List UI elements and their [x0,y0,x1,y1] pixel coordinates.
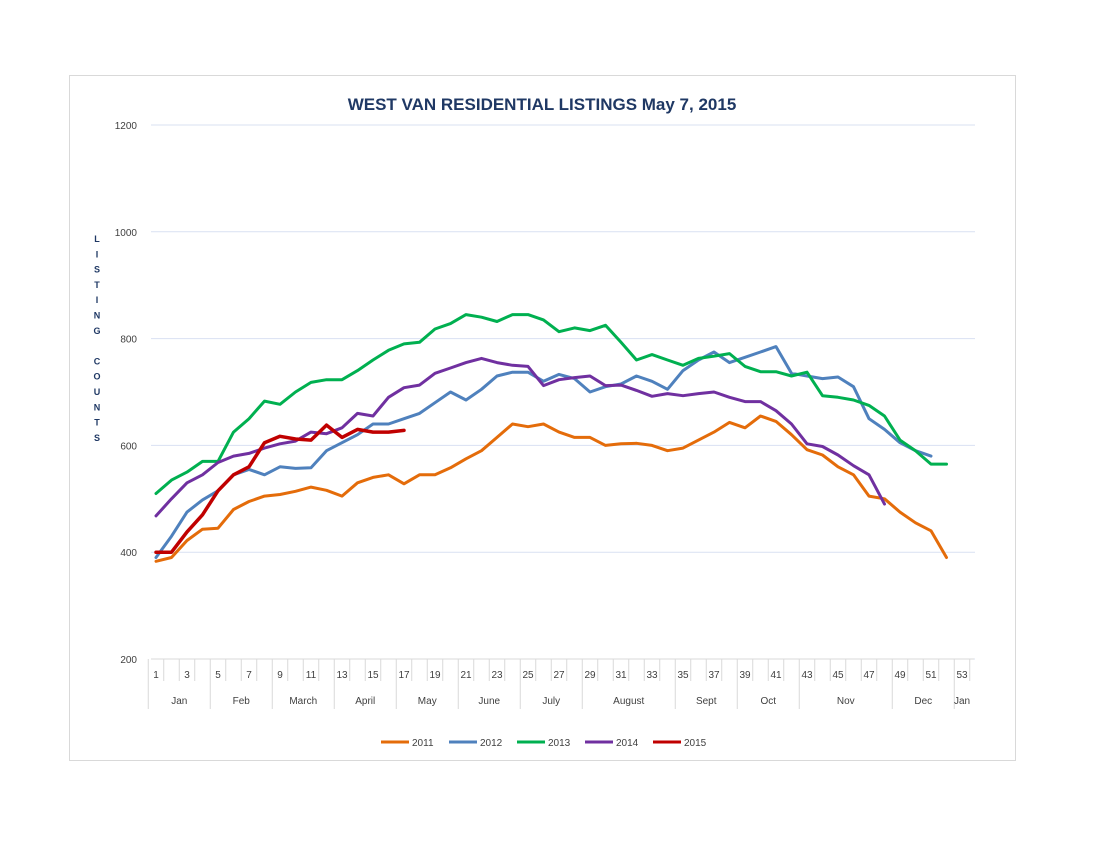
y-axis-label-letter: C [94,356,101,366]
series-line-2014 [154,356,886,518]
y-axis-label-letter: L [94,234,100,244]
x-axis: 1 3 5 7 9 11 13 15 17 19 21 23 25 27 29 31 33 35 37 39 41 43 4… [147,658,974,709]
x-tick-label: 13 [336,670,348,681]
x-tick-label: 23 [491,670,503,681]
x-tick-label: 37 [708,670,720,681]
y-tick-label: 800 [120,335,137,346]
month-label: Jan [171,696,187,707]
x-tick-label: 45 [832,670,844,681]
x-tick-label: 51 [925,670,937,681]
x-tick-label: 27 [553,670,565,681]
legend-label-2013: 2013 [548,738,571,749]
month-label: August [613,696,644,707]
x-tick-label: 21 [460,670,472,681]
month-label: Sept [696,696,717,707]
x-tick-label: 19 [429,670,441,681]
x-tick-label: 17 [398,670,410,681]
y-axis-label-letter: G [93,326,100,336]
x-tick-label: 43 [801,670,813,681]
y-tick-label: 1200 [115,121,138,132]
y-tick-label: 400 [120,548,137,559]
y-axis-ticks: 200 400 600 800 1000 1200 [115,121,138,666]
y-axis-label-letter: N [94,311,101,321]
x-tick-label: 15 [367,670,379,681]
series-line-2012 [154,345,933,559]
chart-frame [69,75,1016,761]
x-tick-label: 9 [277,670,283,681]
x-tick-label: 35 [677,670,689,681]
x-tick-label: 41 [770,670,782,681]
series-line-2013 [154,313,948,495]
x-tick-label: 3 [184,670,190,681]
legend-label-2014: 2014 [616,738,639,749]
y-axis-label-letter: N [94,402,101,412]
x-tick-label: 49 [894,670,906,681]
x-tick-label: 29 [584,670,596,681]
month-label: Feb [233,696,251,707]
y-axis-label-letter: S [94,433,100,443]
x-tick-label: 39 [739,670,751,681]
y-axis-label-letter: T [94,418,100,428]
y-tick-label: 1000 [115,228,138,239]
month-label: July [542,696,560,707]
legend: 2011 2012 2013 2014 2015 [381,738,707,749]
x-tick-label: 1 [153,670,159,681]
y-tick-label: 200 [120,655,137,666]
month-label: Dec [914,696,932,707]
x-tick-label: 11 [306,670,317,681]
y-tick-label: 600 [120,441,137,452]
legend-label-2012: 2012 [480,738,503,749]
series-line-2011 [154,414,948,563]
month-label: Oct [760,696,776,707]
series-line-2015 [154,423,406,554]
x-tick-label: 53 [956,670,968,681]
series-lines [154,313,948,563]
y-axis-label-letter: I [96,249,99,259]
gridlines [151,124,975,660]
legend-label-2011: 2011 [412,738,434,749]
month-label: Jan [954,696,970,707]
y-axis-label-letter: I [96,295,99,305]
legend-label-2015: 2015 [684,738,707,749]
chart-title: WEST VAN RESIDENTIAL LISTINGS May 7, 201… [348,95,737,114]
month-label: Nov [837,696,855,707]
y-axis-label-letter: S [94,265,100,275]
x-tick-label: 31 [615,670,627,681]
x-tick-label: 7 [246,670,252,681]
month-label: March [289,696,317,707]
x-tick-label: 47 [863,670,875,681]
month-label: June [478,696,500,707]
month-label: May [418,696,437,707]
x-tick-label: 33 [646,670,658,681]
y-axis-label-letter: U [94,387,101,397]
x-tick-label: 25 [522,670,534,681]
y-axis-label-letter: T [94,280,100,290]
month-label: April [355,696,375,707]
y-axis-label-letter: O [93,372,100,382]
x-tick-label: 5 [215,670,221,681]
